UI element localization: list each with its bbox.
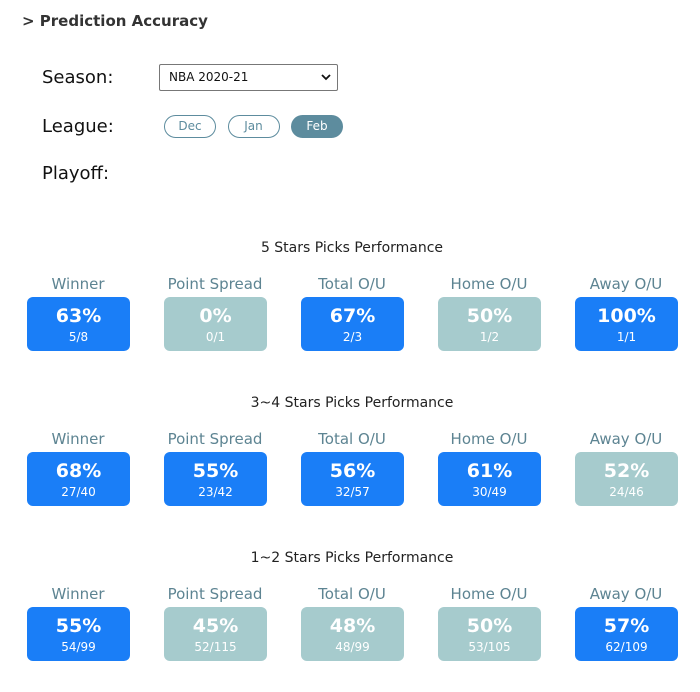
card-fraction: 23/42 — [198, 485, 233, 499]
month-button[interactable]: Dec — [164, 115, 216, 138]
stat-card: 52% 24/46 — [575, 452, 678, 506]
season-label: Season: — [42, 67, 114, 88]
stat-card: 48% 48/99 — [301, 607, 404, 661]
stat-card: 61% 30/49 — [438, 452, 541, 506]
card-fraction: 62/109 — [605, 640, 648, 654]
card-percent: 63% — [55, 305, 102, 327]
card-label: Away O/U — [589, 585, 663, 603]
card-label: Away O/U — [589, 430, 663, 448]
card-fraction: 52/115 — [194, 640, 237, 654]
season-value: NBA 2020-21 — [169, 70, 249, 84]
league-label: League: — [42, 116, 114, 137]
card-percent: 100% — [597, 305, 656, 327]
card-percent: 0% — [199, 305, 232, 327]
stat-card: 68% 27/40 — [27, 452, 130, 506]
card-label: Total O/U — [318, 275, 386, 293]
card-label: Winner — [51, 585, 105, 603]
stat-card: 50% 53/105 — [438, 607, 541, 661]
page-title: > Prediction Accuracy — [22, 12, 208, 30]
card-label: Point Spread — [167, 430, 263, 448]
stat-card: 63% 5/8 — [27, 297, 130, 351]
section-title: 5 Stars Picks Performance — [260, 240, 444, 256]
stat-card: 100% 1/1 — [575, 297, 678, 351]
card-label: Point Spread — [167, 585, 263, 603]
card-fraction: 53/105 — [468, 640, 511, 654]
month-button[interactable]: Jan — [227, 115, 280, 138]
card-fraction: 30/49 — [472, 485, 507, 499]
section-title: 3~4 Stars Picks Performance — [250, 395, 454, 411]
card-fraction: 2/3 — [342, 330, 363, 344]
stat-card: 57% 62/109 — [575, 607, 678, 661]
card-fraction: 0/1 — [205, 330, 226, 344]
card-percent: 48% — [329, 615, 376, 637]
card-fraction: 1/2 — [479, 330, 500, 344]
card-label: Total O/U — [318, 585, 386, 603]
card-percent: 68% — [55, 460, 102, 482]
stat-card: 67% 2/3 — [301, 297, 404, 351]
card-percent: 57% — [603, 615, 650, 637]
card-label: Winner — [51, 430, 105, 448]
card-fraction: 54/99 — [61, 640, 96, 654]
card-label: Total O/U — [318, 430, 386, 448]
card-percent: 45% — [192, 615, 239, 637]
card-label: Point Spread — [167, 275, 263, 293]
card-percent: 52% — [603, 460, 650, 482]
card-percent: 55% — [55, 615, 102, 637]
stat-card: 55% 54/99 — [27, 607, 130, 661]
card-percent: 50% — [466, 305, 513, 327]
card-label: Home O/U — [450, 585, 528, 603]
card-fraction: 27/40 — [61, 485, 96, 499]
card-percent: 61% — [466, 460, 513, 482]
playoff-label: Playoff: — [42, 163, 110, 184]
card-label: Home O/U — [450, 275, 528, 293]
stat-card: 45% 52/115 — [164, 607, 267, 661]
stat-card: 56% 32/57 — [301, 452, 404, 506]
season-select[interactable]: NBA 2020-21 — [159, 64, 338, 91]
card-fraction: 24/46 — [609, 485, 644, 499]
dropdown-arrow — [321, 74, 331, 81]
card-fraction: 32/57 — [335, 485, 370, 499]
stat-card: 55% 23/42 — [164, 452, 267, 506]
stat-card: 50% 1/2 — [438, 297, 541, 351]
section-title: 1~2 Stars Picks Performance — [250, 550, 454, 566]
card-fraction: 48/99 — [335, 640, 370, 654]
card-percent: 56% — [329, 460, 376, 482]
card-label: Home O/U — [450, 430, 528, 448]
month-button[interactable]: Feb — [291, 115, 343, 138]
card-percent: 55% — [192, 460, 239, 482]
card-fraction: 5/8 — [68, 330, 89, 344]
card-label: Winner — [51, 275, 105, 293]
card-percent: 67% — [329, 305, 376, 327]
stat-card: 0% 0/1 — [164, 297, 267, 351]
card-percent: 50% — [466, 615, 513, 637]
card-fraction: 1/1 — [616, 330, 637, 344]
card-label: Away O/U — [589, 275, 663, 293]
